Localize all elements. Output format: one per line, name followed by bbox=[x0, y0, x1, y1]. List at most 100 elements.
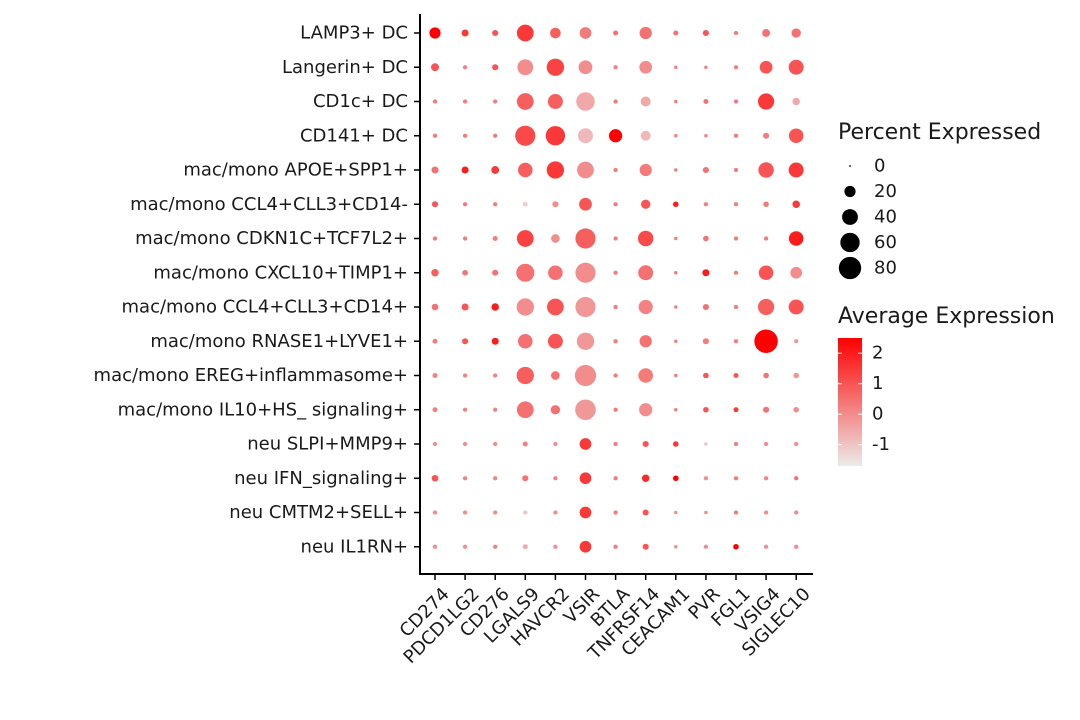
dot bbox=[763, 201, 769, 208]
dot bbox=[759, 60, 773, 74]
dot bbox=[516, 263, 535, 282]
dot bbox=[638, 299, 653, 315]
dot bbox=[545, 126, 566, 146]
y-tick-label: neu SLPI+MMP9+ bbox=[247, 434, 408, 455]
dot bbox=[733, 30, 739, 36]
dot bbox=[462, 373, 468, 378]
dot bbox=[674, 236, 678, 241]
dot bbox=[613, 339, 618, 344]
plot-area bbox=[429, 24, 804, 553]
dot bbox=[674, 305, 678, 309]
dot bbox=[673, 475, 679, 482]
dot bbox=[553, 476, 558, 481]
dot bbox=[493, 373, 498, 378]
dot bbox=[522, 544, 528, 550]
dot bbox=[576, 332, 595, 350]
dot bbox=[674, 99, 678, 104]
dot bbox=[674, 339, 678, 344]
dot bbox=[493, 407, 498, 412]
y-tick-label: CD1c+ DC bbox=[313, 91, 408, 112]
dot bbox=[613, 99, 618, 104]
dot bbox=[673, 201, 679, 208]
dot bbox=[493, 133, 498, 138]
dot bbox=[613, 476, 618, 481]
dot bbox=[702, 303, 709, 311]
color-legend-bar bbox=[838, 338, 862, 466]
dot bbox=[793, 406, 799, 413]
dot bbox=[704, 510, 708, 515]
dot bbox=[613, 65, 618, 70]
dot bbox=[492, 236, 498, 241]
dot bbox=[575, 228, 596, 249]
dot bbox=[613, 373, 618, 378]
dot bbox=[552, 201, 559, 208]
dot bbox=[546, 58, 565, 76]
dot bbox=[639, 60, 653, 74]
y-tick-label: mac/mono APOE+SPP1+ bbox=[183, 160, 408, 181]
dot bbox=[703, 235, 709, 242]
dot bbox=[491, 337, 499, 345]
color-legend: Average Expression 2 1 0 -1 bbox=[838, 304, 1055, 466]
dot bbox=[553, 510, 558, 515]
dot bbox=[574, 364, 597, 387]
dot bbox=[516, 401, 534, 419]
dot bbox=[492, 64, 499, 71]
dot bbox=[575, 399, 596, 421]
y-tick-label: LAMP3+ DC bbox=[300, 23, 408, 44]
dot bbox=[788, 59, 804, 75]
dot bbox=[547, 94, 563, 109]
dot bbox=[642, 543, 649, 550]
dot bbox=[491, 303, 499, 311]
dot bbox=[492, 269, 499, 276]
dot bbox=[432, 236, 438, 241]
dot bbox=[794, 441, 799, 447]
color-legend-label: 1 bbox=[872, 373, 883, 394]
dot bbox=[429, 27, 441, 39]
dot bbox=[757, 93, 775, 110]
dot bbox=[462, 99, 468, 104]
dot bbox=[674, 270, 678, 275]
dot bbox=[733, 510, 739, 515]
dot bbox=[462, 236, 468, 241]
y-tick-label: mac/mono CCL4+CLL3+CD14+ bbox=[122, 297, 409, 318]
dot bbox=[493, 441, 498, 447]
dot bbox=[674, 407, 678, 412]
y-tick-label: mac/mono EREG+inflammasome+ bbox=[94, 365, 408, 386]
dot bbox=[579, 27, 592, 39]
dot bbox=[547, 298, 564, 316]
dot bbox=[548, 265, 563, 281]
size-legend-label: 80 bbox=[874, 258, 897, 279]
dot bbox=[674, 544, 678, 549]
dot bbox=[493, 476, 498, 481]
dot bbox=[462, 65, 468, 70]
dot bbox=[432, 544, 438, 549]
y-tick-label: Langerin+ DC bbox=[282, 57, 408, 78]
dot bbox=[763, 510, 769, 515]
dot bbox=[462, 269, 468, 276]
size-legend-dot bbox=[849, 165, 851, 167]
dot bbox=[733, 476, 739, 481]
dot bbox=[432, 133, 438, 138]
dot bbox=[432, 510, 438, 515]
dot bbox=[462, 407, 468, 412]
size-legend-label: 20 bbox=[874, 181, 897, 202]
dot bbox=[639, 335, 652, 348]
y-tick-label: mac/mono CCL4+CLL3+CD14- bbox=[130, 194, 408, 215]
dot bbox=[639, 26, 652, 40]
dot bbox=[763, 236, 769, 241]
dot bbox=[788, 162, 804, 178]
dot bbox=[493, 99, 498, 104]
dot bbox=[550, 405, 561, 415]
y-tick-label: neu CMTM2+SELL+ bbox=[229, 502, 408, 523]
dot bbox=[762, 29, 771, 37]
dot bbox=[763, 476, 769, 481]
dot bbox=[579, 540, 592, 553]
dot bbox=[788, 299, 804, 315]
dot bbox=[702, 29, 709, 37]
dot bbox=[462, 544, 468, 549]
dot bbox=[733, 65, 739, 70]
dot bbox=[577, 161, 594, 179]
dot bbox=[431, 166, 439, 174]
dot bbox=[703, 406, 709, 413]
dot bbox=[641, 474, 650, 482]
